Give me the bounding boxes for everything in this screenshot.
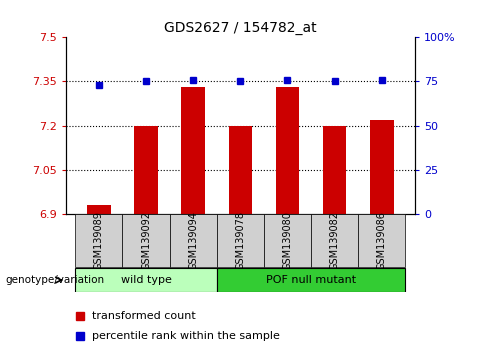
Text: GSM139094: GSM139094 bbox=[188, 211, 198, 270]
Bar bbox=[182, 87, 205, 214]
Text: GSM139086: GSM139086 bbox=[377, 211, 387, 270]
Bar bbox=[75, 268, 217, 292]
Bar bbox=[311, 214, 358, 267]
Bar bbox=[358, 214, 406, 267]
Bar bbox=[134, 126, 158, 214]
Text: GSM139082: GSM139082 bbox=[329, 211, 340, 270]
Text: percentile rank within the sample: percentile rank within the sample bbox=[92, 331, 280, 341]
Text: POF null mutant: POF null mutant bbox=[266, 275, 356, 285]
Bar bbox=[217, 214, 264, 267]
Text: GSM139078: GSM139078 bbox=[235, 211, 245, 270]
Text: GSM139089: GSM139089 bbox=[94, 211, 104, 270]
Bar bbox=[170, 214, 217, 267]
Text: transformed count: transformed count bbox=[92, 311, 196, 321]
Text: GSM139080: GSM139080 bbox=[283, 211, 292, 270]
Text: wild type: wild type bbox=[121, 275, 171, 285]
Bar bbox=[217, 268, 406, 292]
Text: genotype/variation: genotype/variation bbox=[5, 275, 104, 285]
Bar bbox=[370, 120, 394, 214]
Title: GDS2627 / 154782_at: GDS2627 / 154782_at bbox=[164, 21, 317, 35]
Bar bbox=[276, 87, 299, 214]
Bar bbox=[122, 214, 170, 267]
Bar bbox=[264, 214, 311, 267]
Text: GSM139092: GSM139092 bbox=[141, 211, 151, 270]
Bar bbox=[87, 205, 111, 214]
Bar bbox=[323, 126, 346, 214]
Bar bbox=[228, 126, 252, 214]
Bar bbox=[75, 214, 122, 267]
